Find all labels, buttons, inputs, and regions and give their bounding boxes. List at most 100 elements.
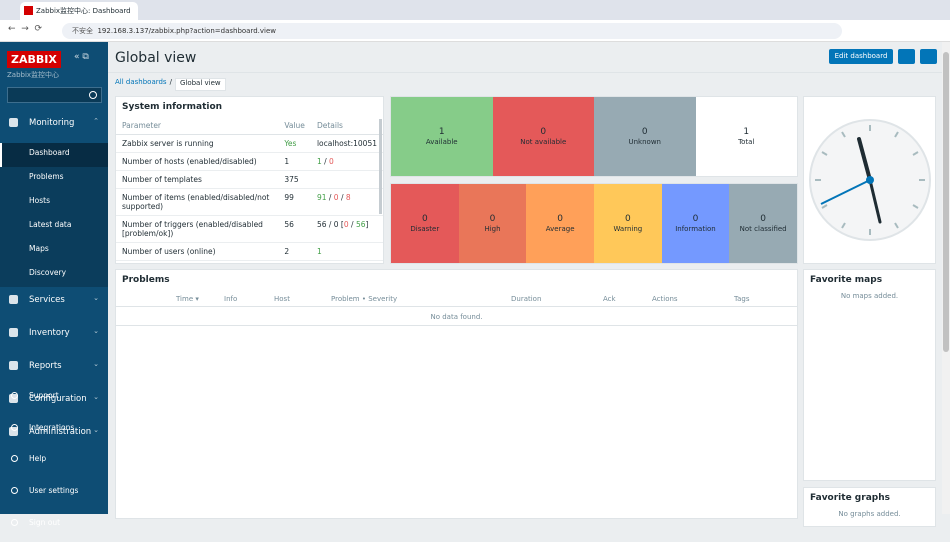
breadcrumbs: All dashboards / Global view [115, 78, 226, 91]
status-cell[interactable]: 0 Disaster [391, 184, 459, 263]
detail-part: 1 [316, 247, 322, 256]
footer-item[interactable]: Support [0, 384, 108, 416]
footer-item[interactable]: User settings [0, 479, 108, 511]
edit-dashboard-button[interactable]: Edit dashboard [829, 49, 893, 64]
widget-title: System information [122, 102, 223, 112]
sidebar-footer: Support Integrations Help User settings Sign… [0, 384, 108, 542]
footer-item[interactable]: Integrations [0, 416, 108, 448]
header-divider [108, 72, 942, 73]
detail-part: 91 [316, 193, 327, 202]
column-header: Problem • Severity [331, 295, 398, 303]
table-row: Number of items (enabled/disabled/not su… [116, 188, 383, 216]
status-cell[interactable]: 0 Not available [492, 97, 594, 176]
menu-item[interactable]: Inventory ⌄ [0, 320, 108, 353]
menu-caret: ⌄ [93, 360, 99, 368]
page-scrollbar[interactable] [942, 42, 950, 514]
column-header: Duration [511, 295, 542, 303]
browser-tab[interactable]: Zabbix监控中心: Dashboard [20, 2, 138, 20]
label: Average [545, 225, 575, 233]
footer-icon [11, 423, 18, 431]
collapse-buttons[interactable]: « ⧉ [74, 52, 89, 62]
count: 0 [692, 214, 699, 224]
hour-hand [857, 137, 872, 182]
submenu-item[interactable]: Maps [0, 239, 108, 263]
status-cell[interactable]: 1 Total [695, 97, 797, 176]
url-box[interactable]: 不安全 192.168.3.137/zabbix.php?action=dash… [62, 23, 842, 39]
details [310, 170, 383, 189]
count: 0 [760, 214, 767, 224]
detail-part: 0 [333, 193, 339, 202]
scrollbar[interactable] [379, 119, 382, 214]
host-availability-widget: 1 Available 0 Not available 0 Unknown 1 Total [390, 96, 798, 177]
footer-item[interactable]: Sign out [0, 511, 108, 542]
footer-item[interactable]: Help [0, 447, 108, 479]
menu-item[interactable]: Reports ⌄ [0, 353, 108, 386]
widget-title: Problems [122, 275, 170, 285]
widget-title: Favorite maps [810, 275, 883, 285]
breadcrumb: Global view [174, 78, 226, 91]
submenu-item[interactable]: Dashboard [0, 143, 108, 167]
tab-title: Zabbix监控中心: Dashboard [36, 7, 131, 15]
widget-title: Favorite graphs [810, 493, 890, 503]
scroll-thumb[interactable] [943, 52, 949, 352]
menu-caret: ⌄ [93, 426, 99, 434]
label: High [484, 225, 501, 233]
footer-icon [11, 392, 18, 399]
status-cell[interactable]: 0 High [458, 184, 527, 263]
detail-part: 8 [345, 193, 351, 202]
footer-label: Sign out [29, 517, 61, 527]
count: 0 [489, 214, 496, 224]
label: Available [425, 138, 458, 146]
table-row: Number of users (online) 2 1 [116, 242, 383, 261]
details: localhost:10051 [310, 134, 383, 153]
nav-buttons[interactable]: ← → ⟳ [8, 24, 43, 34]
menu-label: Services [29, 295, 65, 305]
status-cell[interactable]: 0 Not classified [729, 184, 797, 263]
status-cell[interactable]: 0 Unknown [594, 97, 696, 176]
url: 192.168.3.137/zabbix.php?action=dashboar… [97, 27, 277, 35]
breadcrumb[interactable]: All dashboards [115, 78, 167, 86]
count: 0 [624, 214, 631, 224]
label: Not classified [739, 225, 787, 233]
label: Unknown [628, 138, 662, 146]
menu-item[interactable]: Administration ⌄ [0, 419, 108, 452]
count: 0 [557, 214, 564, 224]
status-cell[interactable]: 0 Information [661, 184, 730, 263]
column-header[interactable]: Time ▾ [176, 295, 199, 303]
label: Total [738, 138, 755, 146]
submenu-item[interactable]: Discovery [0, 263, 108, 287]
system-information-table: Parameter Value Details Zabbix server is ru… [116, 117, 383, 261]
minute-hand [868, 178, 882, 224]
kiosk-button[interactable] [920, 49, 937, 64]
search-box[interactable] [7, 87, 102, 103]
footer-label: User settings [29, 486, 79, 496]
menu-label: Administration [29, 427, 92, 437]
logo[interactable]: ZABBIX [7, 51, 61, 68]
count: 0 [641, 127, 648, 137]
menu-button[interactable] [898, 49, 915, 64]
menu-icon [9, 427, 18, 436]
submenu-item[interactable]: Hosts [0, 191, 108, 215]
clock-center [866, 176, 874, 184]
clock-ticks [815, 125, 925, 235]
menu-item[interactable]: Monitoring ⌃ [0, 110, 108, 143]
submenu-item[interactable]: Problems [0, 167, 108, 191]
column-header: Details [310, 117, 383, 135]
clock [809, 119, 931, 241]
footer-label: Integrations [29, 422, 75, 432]
parameter: Number of users (online) [116, 242, 279, 261]
problems-header: Time ▾ Info Host Problem • Severity Duration… [116, 292, 797, 307]
status-cell[interactable]: 0 Warning [594, 184, 662, 263]
second-hand [820, 179, 871, 205]
empty-message: No graphs added. [838, 510, 901, 518]
value: 99 [278, 188, 311, 216]
submenu-item[interactable]: Latest data [0, 215, 108, 239]
detail-part: / [348, 220, 356, 229]
menu-item[interactable]: Services ⌄ [0, 287, 108, 320]
count: 1 [743, 127, 750, 137]
value: Yes [278, 134, 311, 153]
menu-label: Inventory [29, 328, 70, 338]
empty-message: No data found. [116, 308, 797, 326]
status-cell[interactable]: 1 Available [391, 97, 493, 176]
status-cell[interactable]: 0 Average [526, 184, 594, 263]
